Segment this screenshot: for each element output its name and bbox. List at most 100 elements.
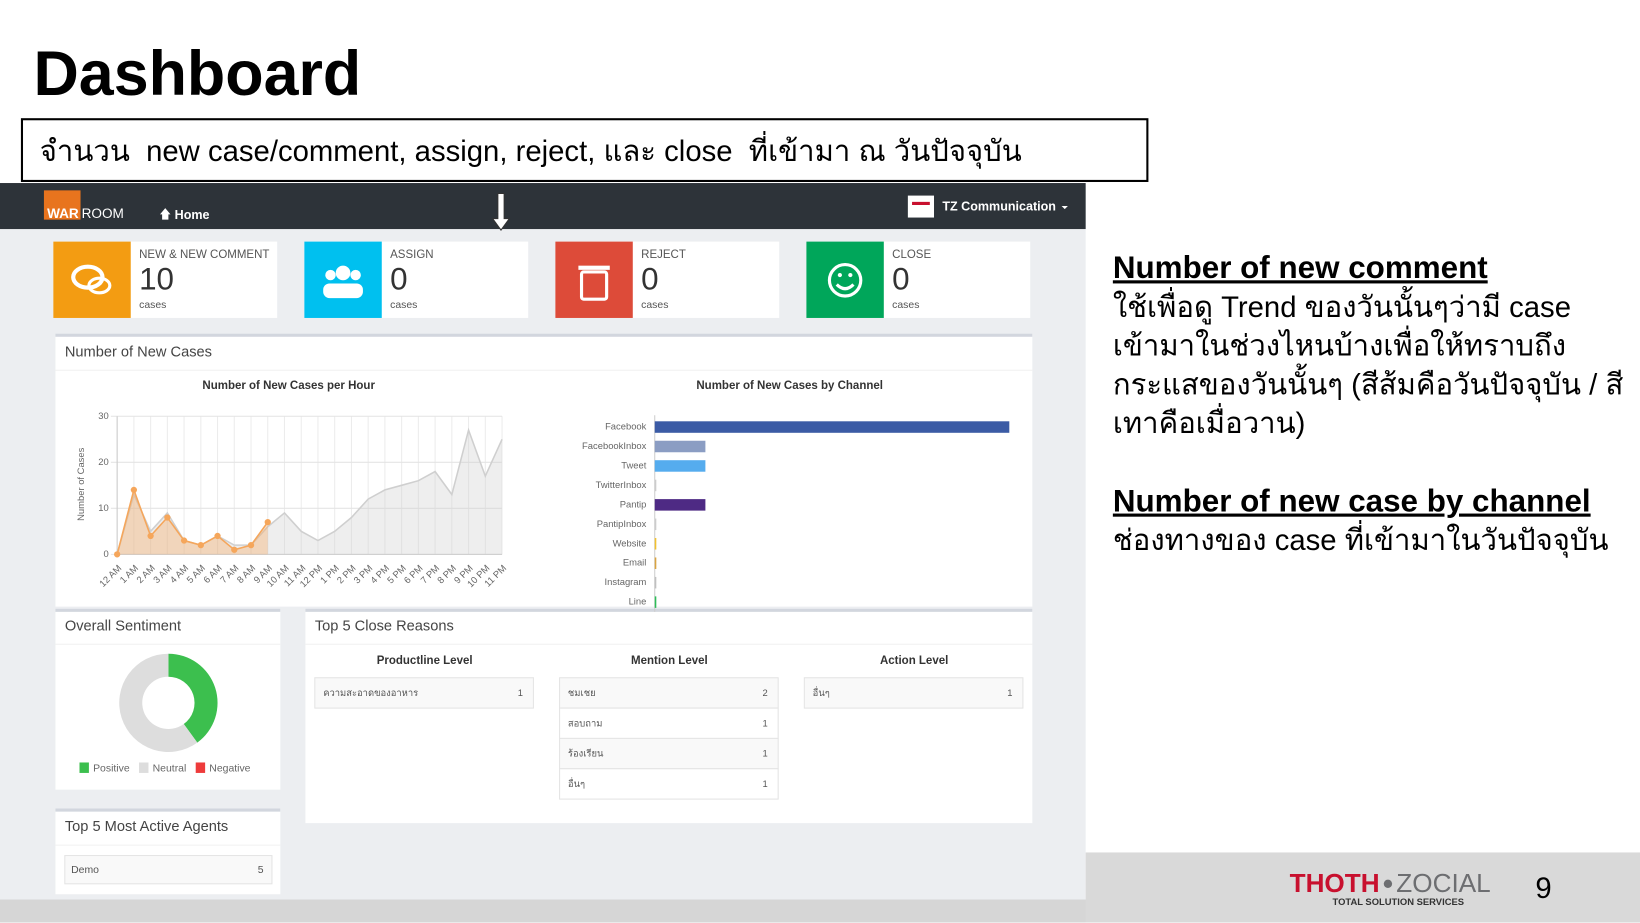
icon-shape	[350, 269, 361, 281]
icon-shape	[578, 265, 610, 270]
series-point	[180, 537, 188, 544]
stat-label: CLOSE	[892, 249, 931, 261]
legend-label: Negative	[209, 764, 250, 775]
legend-label: Neutral	[153, 764, 187, 775]
panel-top	[55, 608, 281, 612]
bar	[654, 557, 657, 569]
icon-shape	[837, 272, 842, 278]
series-point	[130, 486, 138, 494]
category-label: Facebook	[605, 421, 647, 432]
icon-shape	[325, 269, 336, 281]
legend-swatch	[139, 762, 149, 773]
bar	[654, 421, 1010, 433]
table-cell: 1	[1007, 687, 1012, 698]
panel-top	[55, 333, 1033, 337]
table-cell: สอบถาม	[568, 717, 603, 728]
stat-label: ASSIGN	[390, 249, 433, 261]
stat-value: 0	[390, 262, 407, 297]
pie-slice	[119, 653, 198, 753]
category-label: TwitterInbox	[596, 479, 647, 490]
table-row	[559, 677, 779, 709]
bar	[654, 479, 657, 492]
pie-slice	[168, 653, 218, 743]
stat-icon-box	[555, 241, 633, 318]
series-point	[197, 541, 204, 549]
panel-title: Top 5 Most Active Agents	[65, 819, 228, 835]
table-row	[64, 855, 273, 885]
logo-room: ROOM	[82, 206, 124, 221]
table-heading: Productline Level	[377, 655, 473, 667]
caption: จำนวน new case/comment, assign, reject, …	[39, 134, 1022, 168]
account-icon[interactable]	[907, 195, 935, 218]
notes: Number of new comment ใช้เพื่อดู Trend ข…	[1113, 249, 1626, 599]
table-cell: ความสะอาดของอาหาร	[323, 687, 418, 698]
category-label: Tweet	[621, 459, 646, 470]
y-tick-label: 10	[98, 502, 108, 513]
account-name[interactable]: TZ Communication	[942, 199, 1056, 213]
note-text: ช่องทางของ case ที่เข้ามาในวันปัจจุบัน	[1112, 524, 1609, 557]
icon-shape	[827, 263, 863, 298]
bar	[654, 538, 657, 550]
category-label: Instagram	[605, 576, 647, 587]
series-point	[147, 532, 154, 540]
table-row	[559, 768, 779, 800]
bar	[654, 518, 657, 531]
legend-swatch	[195, 762, 206, 773]
caption-box: จำนวน new case/comment, assign, reject, …	[20, 118, 1149, 182]
annotation-arrow	[491, 192, 511, 231]
stat-value: 10	[139, 262, 174, 297]
table-row	[803, 677, 1024, 709]
panel	[55, 333, 1033, 607]
chart-title: Number of New Cases per Hour	[202, 380, 375, 392]
account-icon-mark	[912, 201, 930, 206]
account-caret[interactable]	[1061, 206, 1068, 210]
stat-label: REJECT	[641, 249, 686, 261]
table-cell: 1	[762, 778, 767, 789]
series-area	[117, 489, 268, 555]
series-point	[247, 541, 255, 549]
y-axis-label: Number of Cases	[75, 447, 86, 520]
page-number: 9	[1535, 872, 1551, 905]
category-label: Email	[623, 557, 647, 568]
bar	[654, 460, 706, 472]
table-cell: อื่นๆ	[812, 686, 829, 698]
nav-home[interactable]: Home	[175, 208, 210, 222]
series-point	[114, 551, 121, 558]
icon-shape	[335, 265, 351, 281]
table-cell: 1	[762, 717, 767, 728]
legend-label: Positive	[93, 764, 130, 775]
icon-shape	[579, 270, 609, 301]
stat-icon-box	[806, 241, 884, 318]
table-cell: 2	[762, 687, 767, 698]
panel-top	[55, 808, 281, 812]
y-tick-label: 30	[98, 410, 108, 421]
bar	[654, 576, 657, 589]
table-cell: ชมเชย	[568, 687, 596, 698]
stat-unit: cases	[390, 300, 417, 311]
stat-unit: cases	[139, 300, 166, 311]
panel-top	[305, 608, 1033, 612]
icon-shape	[848, 272, 853, 278]
brand-dot	[1383, 879, 1393, 888]
stat-unit: cases	[641, 300, 668, 311]
table-cell: ร้องเรียน	[568, 748, 604, 759]
category-label: Line	[629, 596, 647, 607]
stat-value: 0	[892, 262, 909, 297]
chart-title: Number of New Cases by Channel	[696, 380, 883, 392]
table-row	[314, 677, 534, 709]
navbar	[0, 183, 1086, 230]
table-heading: Mention Level	[631, 655, 708, 667]
bar	[654, 499, 706, 511]
brand-tagline: TOTAL SOLUTION SERVICES	[1333, 896, 1465, 907]
table-cell: อื่นๆ	[568, 777, 585, 789]
stat-label: NEW & NEW COMMENT	[139, 249, 269, 261]
series-line	[116, 487, 269, 555]
slide-title: Dashboard	[33, 38, 362, 109]
table-cell: 5	[258, 865, 264, 876]
icon-shape	[87, 276, 112, 295]
category-label: PantipInbox	[597, 518, 647, 529]
home-icon[interactable]	[160, 208, 171, 220]
panel-title: Overall Sentiment	[65, 618, 181, 634]
